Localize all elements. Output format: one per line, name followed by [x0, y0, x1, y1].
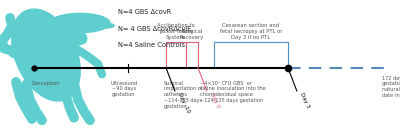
Circle shape — [50, 13, 110, 33]
Text: Ultrasound
~90 days
gestation: Ultrasound ~90 days gestation — [110, 81, 138, 97]
Text: N=4 GBS ΔcovR: N=4 GBS ΔcovR — [118, 9, 171, 15]
Ellipse shape — [61, 27, 87, 45]
Text: N=4 Saline Controls: N=4 Saline Controls — [118, 42, 185, 48]
Text: Conception: Conception — [32, 81, 60, 86]
Ellipse shape — [12, 9, 80, 101]
Text: Day 3: Day 3 — [299, 92, 310, 109]
Text: Surgical
implantation of
catheters
~114-125 days
gestation: Surgical implantation of catheters ~114-… — [164, 81, 202, 109]
Text: Day 0: Day 0 — [209, 92, 220, 109]
Ellipse shape — [92, 23, 114, 28]
Text: Cesarean section and
fetal necropsy at PTL or
Day 3 if no PTL: Cesarean section and fetal necropsy at P… — [220, 23, 282, 40]
Text: Acclimation to
Jacket-Tether
System: Acclimation to Jacket-Tether System — [157, 23, 195, 40]
Text: N= 4 GBS ΔcovRΔcylE: N= 4 GBS ΔcovRΔcylE — [118, 26, 191, 32]
Text: Day -10: Day -10 — [177, 92, 190, 114]
Text: Surgical
Recovery: Surgical Recovery — [180, 29, 204, 40]
Text: ~4×10⁸ CFU GBS  or
saline inoculation into the
choriodesidual space
~124-135 day: ~4×10⁸ CFU GBS or saline inoculation int… — [200, 81, 265, 103]
Text: 172 days
gestation,
natural due
date in colony: 172 days gestation, natural due date in … — [382, 76, 400, 98]
Ellipse shape — [9, 44, 43, 59]
